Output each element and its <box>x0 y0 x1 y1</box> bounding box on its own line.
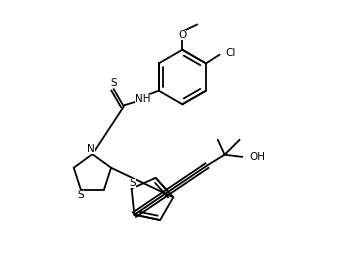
Text: S: S <box>77 190 84 199</box>
Text: N: N <box>88 144 95 154</box>
Text: S: S <box>110 78 117 88</box>
Text: O: O <box>178 30 186 40</box>
Text: NH: NH <box>135 94 150 104</box>
Text: Cl: Cl <box>226 48 236 58</box>
Text: S: S <box>130 178 136 188</box>
Text: OH: OH <box>249 152 265 162</box>
